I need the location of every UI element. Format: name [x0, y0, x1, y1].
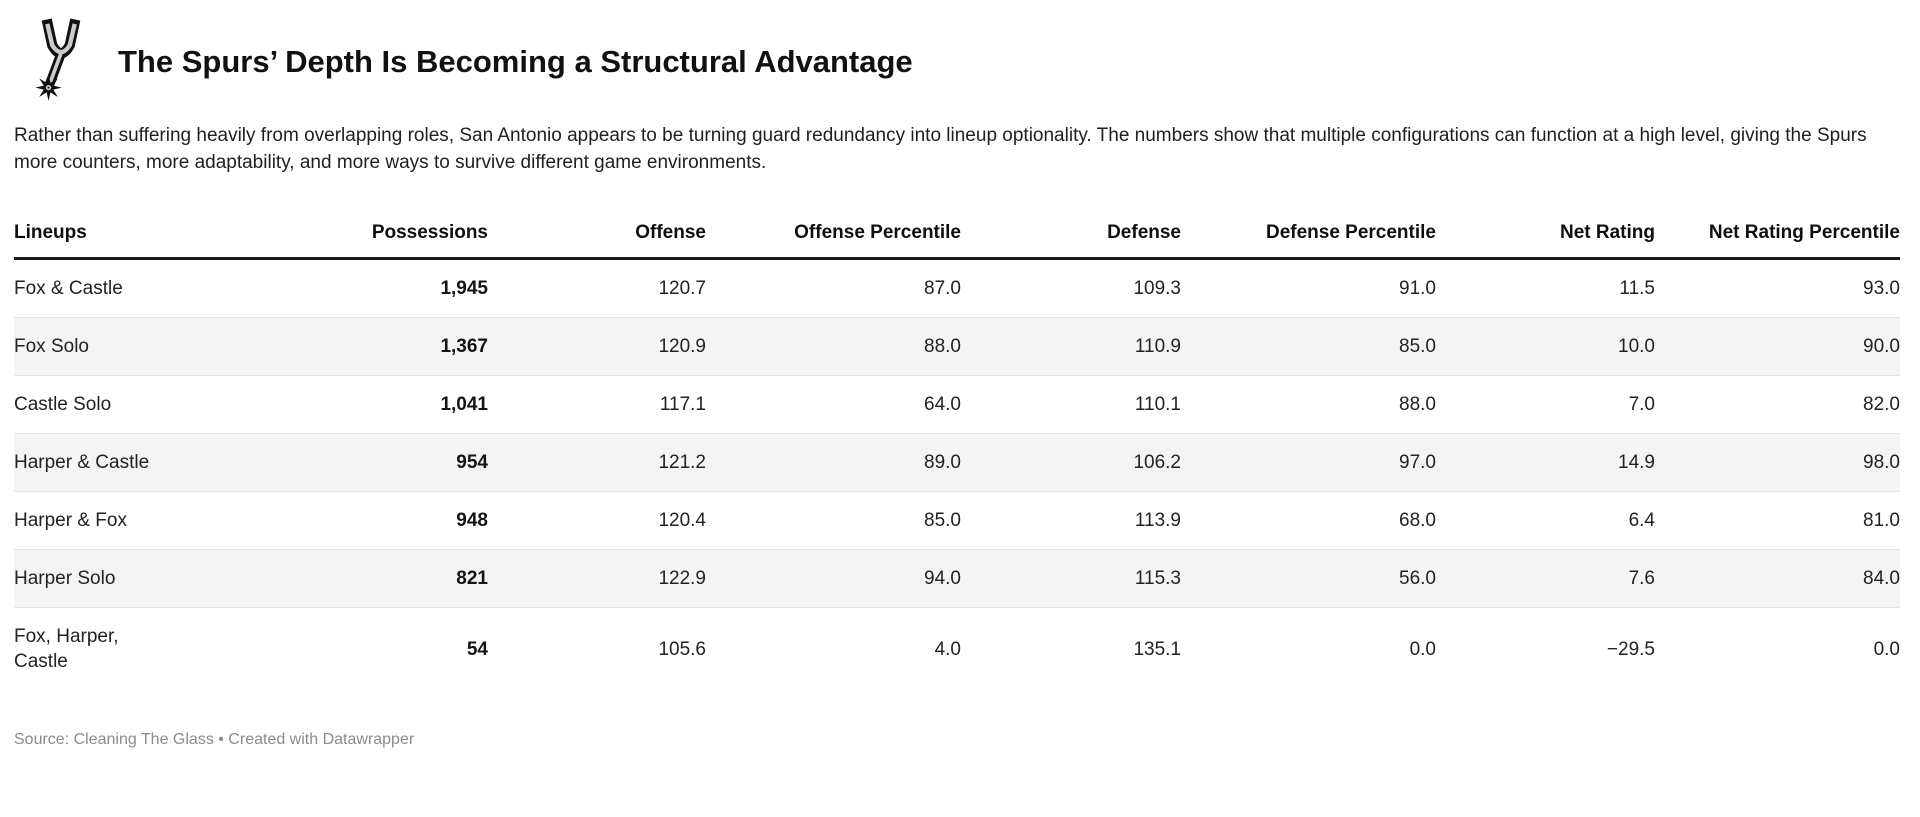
value-cell: 98.0 — [1655, 433, 1900, 492]
value-cell: 4.0 — [706, 607, 961, 690]
value-cell: 82.0 — [1655, 375, 1900, 434]
value-cell: 135.1 — [961, 607, 1181, 690]
lineup-name: Fox Solo — [14, 317, 179, 376]
lineup-name: Harper & Fox — [14, 491, 179, 550]
value-cell: 81.0 — [1655, 491, 1900, 550]
value-cell: 54 — [179, 607, 488, 690]
value-cell: 87.0 — [924, 278, 961, 299]
value-cell: 1,041 — [179, 375, 488, 434]
lineup-name: Fox & Castle — [14, 278, 123, 299]
column-header-net-rating-percentile: Net Rating Percentile — [1655, 220, 1900, 260]
value-cell: 11.5 — [1619, 278, 1655, 299]
lineups-table: Lineups Possessions Offense Offense Percent… — [14, 220, 1900, 690]
value-cell: 120.9 — [488, 317, 706, 376]
value-cell: 14.9 — [1436, 433, 1655, 492]
spurs-logo-icon — [28, 16, 94, 108]
value-cell: 122.9 — [488, 549, 706, 608]
value-cell: 948 — [179, 491, 488, 550]
lineup-name: Harper & Castle — [14, 433, 179, 492]
value-cell: 105.6 — [488, 607, 706, 690]
chart-header: The Spurs’ Depth Is Becoming a Structura… — [14, 16, 1900, 108]
value-cell: 0.0 — [1655, 607, 1900, 690]
value-cell: 68.0 — [1181, 491, 1436, 550]
chart-description: Rather than suffering heavily from overl… — [14, 125, 1867, 173]
value-cell: 117.1 — [488, 375, 706, 434]
value-cell: 113.9 — [961, 491, 1181, 550]
table-header-row: Lineups Possessions Offense Offense Percent… — [14, 220, 1900, 260]
value-cell: 90.0 — [1655, 317, 1900, 376]
value-cell: 94.0 — [706, 549, 961, 608]
table-row-harper-solo: Harper Solo 821 122.9 94.0 115.3 56.0 7.6 84.0 — [14, 549, 1900, 608]
table-row-harper-castle: Harper & Castle 954 121.2 89.0 106.2 97.0 14.9… — [14, 433, 1900, 492]
value-cell: 88.0 — [706, 317, 961, 376]
value-cell: 120.7 — [658, 278, 706, 299]
value-cell: 121.2 — [488, 433, 706, 492]
value-cell: 97.0 — [1181, 433, 1436, 492]
value-cell: 84.0 — [1655, 549, 1900, 608]
value-cell: 91.0 — [1399, 278, 1436, 299]
column-header-defense-percentile: Defense Percentile — [1181, 220, 1436, 260]
value-cell: 56.0 — [1181, 549, 1436, 608]
value-cell: 0.0 — [1181, 607, 1436, 690]
table-row-fox-solo: Fox Solo 1,367 120.9 88.0 110.9 85.0 10.0 90.0 — [14, 317, 1900, 376]
lineup-name: Harper Solo — [14, 549, 179, 608]
column-header-net-rating: Net Rating — [1436, 220, 1655, 260]
lineup-name: Castle Solo — [14, 375, 179, 434]
column-header-defense: Defense — [961, 220, 1181, 260]
column-header-possessions: Possessions — [179, 220, 488, 260]
table-row-castle-solo: Castle Solo 1,041 117.1 64.0 110.1 88.0 7.0 82.… — [14, 375, 1900, 434]
value-cell: 88.0 — [1181, 375, 1436, 434]
value-cell: 821 — [179, 549, 488, 608]
value-cell: 1,945 — [440, 278, 488, 299]
value-cell: 954 — [179, 433, 488, 492]
value-cell: 7.6 — [1436, 549, 1655, 608]
value-cell: 64.0 — [706, 375, 961, 434]
datawrapper-table-page: The Spurs’ Depth Is Becoming a Structura… — [14, 16, 1900, 748]
value-cell: 10.0 — [1436, 317, 1655, 376]
table-row-fox-castle: Fox & Castle 1,945 120.7 87.0 109.3 91.0 11.5 9… — [14, 259, 1900, 318]
value-cell: 109.3 — [1133, 278, 1181, 299]
table-row-fox-harper-castle: Fox, Harper, Castle 54 105.6 4.0 135.1 0.0 −29… — [14, 607, 1900, 690]
column-header-offense-percentile: Offense Percentile — [706, 220, 961, 260]
column-header-lineups: Lineups — [14, 220, 179, 260]
chart-title: The Spurs’ Depth Is Becoming a Structura… — [118, 44, 913, 79]
table-row-harper-fox: Harper & Fox 948 120.4 85.0 113.9 68.0 6.4 81.0 — [14, 491, 1900, 550]
value-cell: 110.1 — [961, 375, 1181, 434]
value-cell: 110.9 — [961, 317, 1181, 376]
value-cell: 89.0 — [706, 433, 961, 492]
lineup-name: Fox, Harper, Castle — [14, 607, 179, 690]
value-cell: 6.4 — [1436, 491, 1655, 550]
value-cell: 93.0 — [1863, 278, 1900, 299]
value-cell: 1,367 — [179, 317, 488, 376]
value-cell: 120.4 — [488, 491, 706, 550]
value-cell: 85.0 — [706, 491, 961, 550]
value-cell: 7.0 — [1436, 375, 1655, 434]
source-note: Source: Cleaning The Glass • Created wit… — [14, 731, 415, 748]
value-cell: −29.5 — [1436, 607, 1655, 690]
value-cell: 106.2 — [961, 433, 1181, 492]
value-cell: 85.0 — [1181, 317, 1436, 376]
column-header-offense: Offense — [488, 220, 706, 260]
value-cell: 115.3 — [961, 549, 1181, 608]
